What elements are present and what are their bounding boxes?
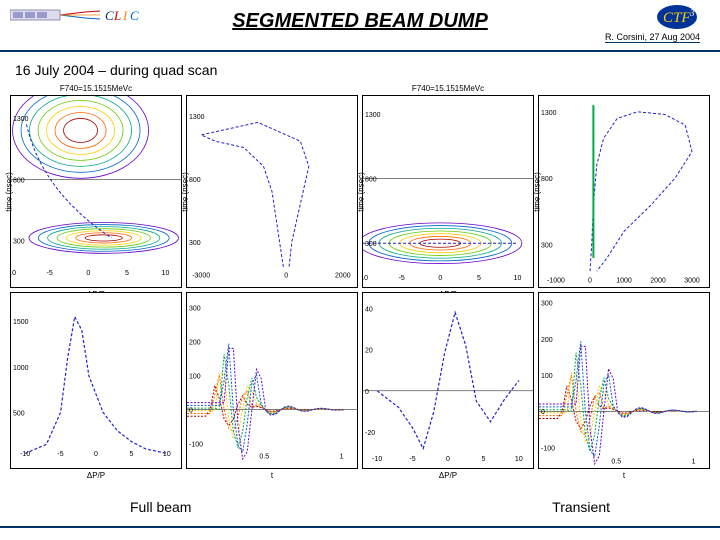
- svg-text:-10: -10: [20, 451, 30, 458]
- svg-text:800: 800: [189, 177, 201, 184]
- svg-text:300: 300: [541, 243, 553, 250]
- svg-text:0: 0: [541, 409, 545, 416]
- svg-text:-100: -100: [541, 445, 555, 452]
- svg-text:10: 10: [163, 451, 171, 458]
- svg-text:5: 5: [477, 275, 481, 282]
- ctf-logo: CTF 3: [655, 2, 700, 32]
- chart-profile-transient-t: time (nsec) -100001000200030003008001300: [538, 95, 710, 288]
- svg-text:-5: -5: [47, 270, 53, 277]
- svg-text:0.5: 0.5: [259, 454, 269, 461]
- svg-text:1000: 1000: [616, 278, 632, 285]
- svg-text:800: 800: [541, 176, 553, 183]
- svg-text:300: 300: [189, 305, 201, 312]
- svg-text:10: 10: [162, 270, 170, 277]
- page-title: SEGMENTED BEAM DUMP: [232, 10, 488, 33]
- svg-text:1: 1: [340, 454, 344, 461]
- svg-text:3: 3: [689, 8, 695, 18]
- chart-multiline-full: t 0.51-1000100200300: [186, 292, 358, 469]
- svg-text:500: 500: [13, 410, 25, 417]
- svg-text:3000: 3000: [684, 278, 700, 285]
- chart-spectrum-transient: ΔP/P -10-50510-2002040: [362, 292, 534, 469]
- caption-left: Full beam: [130, 499, 191, 515]
- svg-text:1300: 1300: [189, 114, 205, 121]
- svg-text:300: 300: [365, 241, 377, 248]
- chart-spectrum-full: ΔP/P -10-5051050010001500: [10, 292, 182, 469]
- chart-multiline-transient: t 0.51-1000100200300: [538, 292, 710, 469]
- svg-text:20: 20: [365, 348, 373, 355]
- chart-contour-full: F740=15.1515MeVc time (nsec) ΔP/P -10-50…: [10, 95, 182, 288]
- svg-text:200: 200: [541, 337, 553, 344]
- chart-contour-transient: F740=15.1515MeVc time (nsec) ΔP/P -10-50…: [362, 95, 534, 288]
- svg-text:300: 300: [189, 240, 201, 247]
- svg-text:0: 0: [438, 275, 442, 282]
- svg-text:-10: -10: [372, 456, 382, 463]
- svg-text:C: C: [130, 8, 139, 23]
- svg-text:0: 0: [94, 451, 98, 458]
- svg-text:1500: 1500: [13, 319, 29, 326]
- svg-text:1300: 1300: [365, 112, 381, 119]
- svg-text:800: 800: [13, 177, 25, 184]
- chart-profile-full-t: time (nsec) -3000020003008001300: [186, 95, 358, 288]
- svg-text:100: 100: [189, 373, 201, 380]
- svg-text:0: 0: [446, 456, 450, 463]
- svg-text:-5: -5: [399, 275, 405, 282]
- svg-text:300: 300: [541, 301, 553, 308]
- svg-text:0: 0: [588, 278, 592, 285]
- svg-text:300: 300: [13, 238, 25, 245]
- svg-text:-1000: -1000: [547, 278, 565, 285]
- svg-text:5: 5: [481, 456, 485, 463]
- svg-text:-3000: -3000: [192, 273, 210, 280]
- svg-text:10: 10: [514, 275, 522, 282]
- author-date: R. Corsini, 27 Aug 2004: [605, 32, 700, 43]
- svg-text:5: 5: [125, 270, 129, 277]
- svg-text:100: 100: [541, 373, 553, 380]
- svg-text:0: 0: [86, 270, 90, 277]
- svg-text:1: 1: [692, 459, 696, 466]
- svg-text:2000: 2000: [335, 273, 351, 280]
- svg-text:0: 0: [284, 273, 288, 280]
- svg-text:-100: -100: [189, 441, 203, 448]
- svg-text:0: 0: [189, 407, 193, 414]
- svg-text:5: 5: [129, 451, 133, 458]
- footer-rule: [0, 526, 720, 528]
- subtitle: 16 July 2004 – during quad scan: [15, 62, 217, 78]
- svg-text:-5: -5: [409, 456, 415, 463]
- chart-grid: F740=15.1515MeVc time (nsec) ΔP/P -10-50…: [10, 95, 710, 445]
- svg-text:1300: 1300: [541, 110, 557, 117]
- clic-logo: C L I C: [10, 8, 150, 38]
- svg-text:10: 10: [515, 456, 523, 463]
- svg-text:CTF: CTF: [663, 10, 691, 26]
- svg-text:800: 800: [365, 177, 377, 184]
- svg-text:-20: -20: [365, 430, 375, 437]
- caption-right: Transient: [552, 499, 610, 515]
- header: C L I C SEGMENTED BEAM DUMP CTF 3 R. Cor…: [0, 0, 720, 52]
- svg-text:1000: 1000: [13, 365, 29, 372]
- svg-text:0.5: 0.5: [611, 459, 621, 466]
- svg-text:-10: -10: [11, 270, 16, 277]
- svg-text:-5: -5: [57, 451, 63, 458]
- svg-text:1300: 1300: [13, 116, 29, 123]
- svg-text:200: 200: [189, 339, 201, 346]
- svg-text:2000: 2000: [650, 278, 666, 285]
- svg-text:-10: -10: [363, 275, 368, 282]
- svg-text:I: I: [122, 8, 128, 23]
- svg-text:L: L: [113, 8, 121, 23]
- svg-text:0: 0: [365, 389, 369, 396]
- svg-text:C: C: [105, 8, 114, 23]
- svg-text:40: 40: [365, 306, 373, 313]
